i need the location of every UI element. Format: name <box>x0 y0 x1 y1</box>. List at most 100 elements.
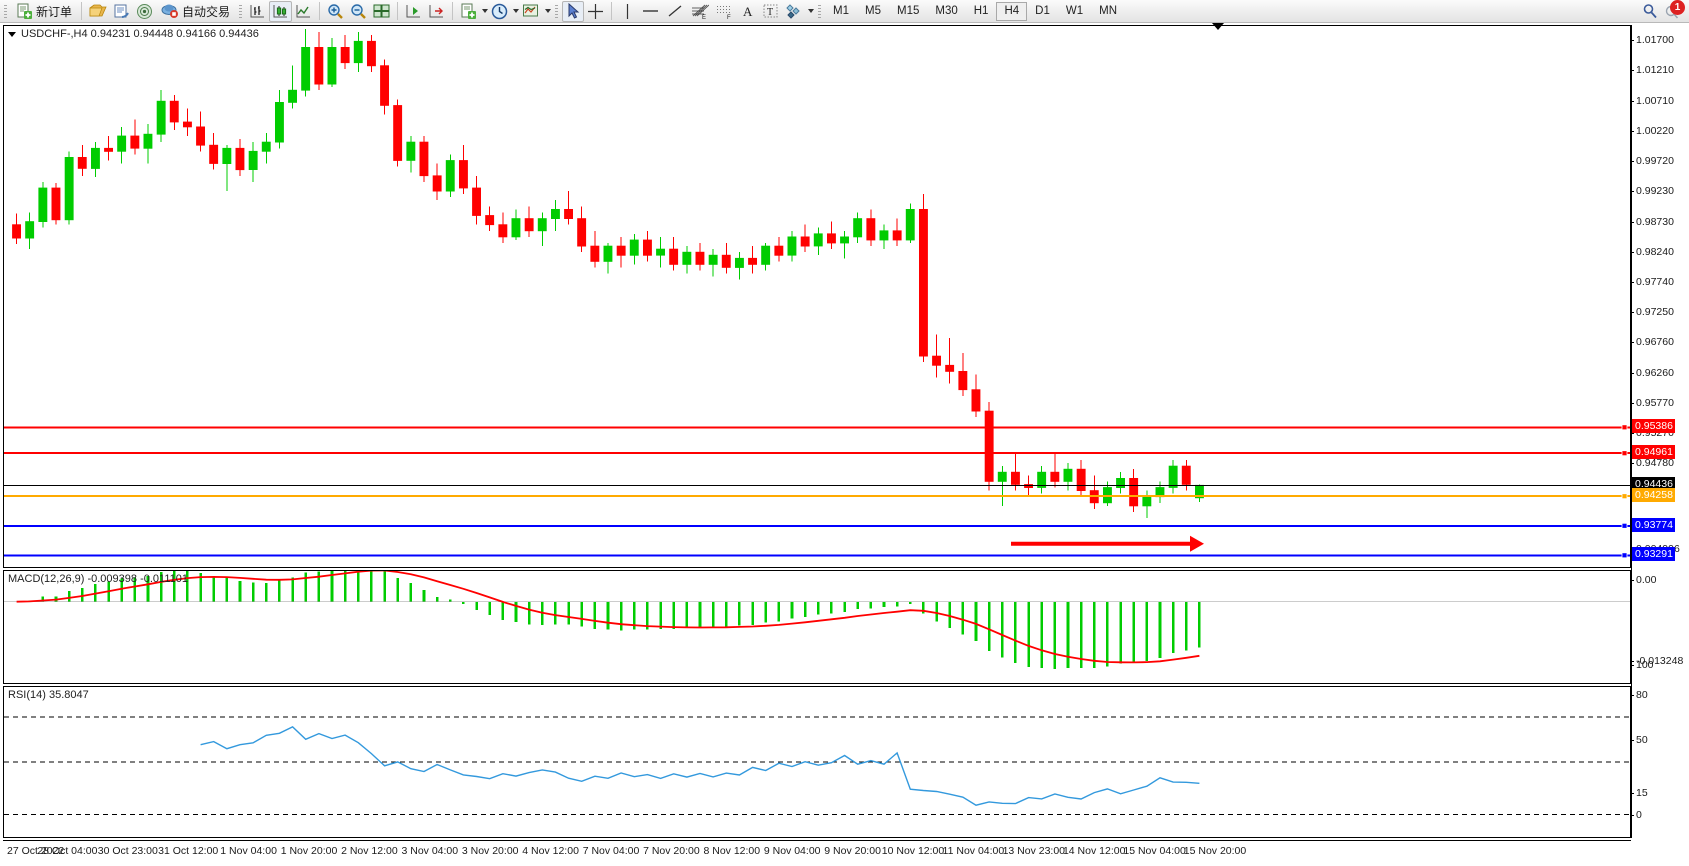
svg-text:E: E <box>702 15 706 20</box>
auto-trading-icon <box>161 4 179 18</box>
alerts-button[interactable]: 1 <box>1661 0 1685 22</box>
rsi-axis-tick: 80 <box>1631 689 1648 701</box>
time-axis-tick: 28 Oct 04:00 <box>37 845 98 857</box>
price-axis-tick: 0.94780 <box>1631 457 1674 470</box>
vertical-line-button[interactable] <box>616 1 638 22</box>
macd-label: MACD(12,26,9) -0.009398 -0.011101 <box>8 573 188 585</box>
objects-dropdown-caret[interactable] <box>808 9 815 13</box>
templates-icon <box>523 4 539 17</box>
templates-button[interactable] <box>519 1 543 22</box>
candlestick-chart-button[interactable] <box>269 0 293 22</box>
new-order-button[interactable]: 新订单 <box>11 1 77 22</box>
timeframe-m15[interactable]: M15 <box>897 5 920 17</box>
publish-button[interactable] <box>110 1 133 22</box>
stop-loss-line-tag[interactable]: 0.94961 <box>1632 445 1675 460</box>
horizontal-line-button[interactable] <box>638 1 663 22</box>
take-profit-line-2-tag[interactable]: 0.93291 <box>1632 547 1675 562</box>
templates-dropdown-caret[interactable] <box>545 9 552 13</box>
folder-icon <box>89 4 107 17</box>
auto-trading-button[interactable]: 自动交易 <box>156 1 235 22</box>
time-axis-tick: 31 Oct 12:00 <box>158 845 219 857</box>
price-axis-tick: 0.97740 <box>1631 276 1674 289</box>
toolbar-grip-4[interactable] <box>816 2 824 20</box>
symbol-header-text: USDCHF-,H4 0.94231 0.94448 0.94166 0.944… <box>21 28 259 40</box>
rsi-axis-tick: 50 <box>1631 734 1648 746</box>
crosshair-button[interactable] <box>584 1 607 22</box>
toolbar-grip-2[interactable] <box>237 2 245 20</box>
svg-text:F: F <box>727 15 731 20</box>
text-label-icon: A <box>743 4 753 19</box>
trendline-button[interactable] <box>663 1 687 22</box>
indicators-dropdown-caret[interactable] <box>482 9 489 13</box>
cursor-button[interactable] <box>562 0 585 22</box>
timeframe-m30[interactable]: M30 <box>935 5 958 17</box>
price-chart-pane[interactable]: USDCHF-,H4 0.94231 0.94448 0.94166 0.944… <box>3 25 1631 568</box>
entry-price-line-tag[interactable]: 0.94258 <box>1632 488 1675 503</box>
timeframe-h4[interactable]: H4 <box>996 1 1028 21</box>
objects-button[interactable] <box>782 1 806 22</box>
line-chart-icon <box>296 5 311 18</box>
timeframe-h1[interactable]: H1 <box>973 5 989 17</box>
text-box-button[interactable]: T <box>759 1 782 22</box>
macd-axis-tick: 0.00 <box>1630 573 1657 586</box>
folder-button[interactable] <box>86 1 110 22</box>
chart-area[interactable]: USDCHF-,H4 0.94231 0.94448 0.94166 0.944… <box>0 23 1689 866</box>
main-toolbar: 新订单 自动交易 <box>0 0 1689 23</box>
navigator-button[interactable] <box>133 1 156 22</box>
timeframe-mn[interactable]: MN <box>1099 5 1117 17</box>
time-axis-tick: 10 Nov 12:00 <box>881 845 945 857</box>
bid-price-line-tag[interactable]: 0.94436 <box>1632 477 1675 492</box>
equidistant-channel-icon: F <box>717 5 731 20</box>
time-axis-tick: 1 Nov 04:00 <box>220 845 277 857</box>
sell-limit-line-tag[interactable]: 0.95386 <box>1632 419 1675 434</box>
tile-windows-button[interactable] <box>370 1 393 22</box>
price-axis[interactable]: 1.01700 1.01210 1.00710 1.00220 0.99720 0.992… <box>1630 23 1689 866</box>
search-button[interactable] <box>1639 1 1661 22</box>
time-axis-tick: 14 Nov 12:00 <box>1062 845 1126 857</box>
zoom-out-button[interactable] <box>347 1 370 22</box>
price-axis-line <box>1631 25 1632 838</box>
take-profit-line-1-tag[interactable]: 0.93774 <box>1632 517 1675 532</box>
tile-windows-icon <box>373 4 390 18</box>
price-axis-tick: 0.96260 <box>1631 366 1674 379</box>
time-axis[interactable]: 27 Oct 2022 28 Oct 04:00 30 Oct 23:00 31 Oc… <box>3 840 1631 864</box>
toolbar-separator <box>397 2 399 20</box>
timeframe-w1[interactable]: W1 <box>1065 5 1084 17</box>
toolbar-separator <box>611 2 613 20</box>
rsi-plot <box>4 716 1630 815</box>
price-axis-tick: 1.00220 <box>1631 124 1674 137</box>
rsi-axis-tick: 100 <box>1631 659 1654 671</box>
time-axis-tick: 15 Nov 20:00 <box>1183 845 1247 857</box>
time-axis-tick: 4 Nov 12:00 <box>522 845 579 857</box>
text-label-button[interactable]: A <box>737 1 759 22</box>
line-chart-button[interactable] <box>292 1 315 22</box>
chart-shift-button[interactable] <box>425 1 448 22</box>
chart-menu-caret-icon[interactable] <box>8 31 16 37</box>
zoom-out-icon <box>351 3 366 19</box>
timeframe-m1[interactable]: M1 <box>833 5 850 17</box>
toolbar-separator <box>81 2 83 20</box>
scroll-end-button[interactable] <box>402 1 425 22</box>
svg-text:T: T <box>767 7 773 18</box>
toolbar-grip-1[interactable] <box>2 2 9 20</box>
scroll-end-icon <box>406 5 421 18</box>
symbol-header[interactable]: USDCHF-,H4 0.94231 0.94448 0.94166 0.944… <box>8 28 259 40</box>
cursor-icon <box>568 3 579 19</box>
indicators-button[interactable] <box>457 1 480 22</box>
period-dropdown-caret[interactable] <box>513 9 520 13</box>
rsi-pane[interactable]: RSI(14) 35.8047 <box>3 686 1631 838</box>
timeframe-d1[interactable]: D1 <box>1035 5 1050 17</box>
macd-pane[interactable]: MACD(12,26,9) -0.009398 -0.011101 <box>3 570 1631 684</box>
horizontal-line-icon <box>643 10 659 12</box>
toolbar-separator <box>319 2 321 20</box>
period-icon <box>491 3 508 19</box>
timeframe-m5[interactable]: M5 <box>865 5 881 17</box>
period-button[interactable] <box>488 1 511 22</box>
equidistant-channel-button[interactable]: F <box>712 1 737 22</box>
bar-chart-button[interactable] <box>246 1 269 22</box>
chart-shift-icon <box>429 5 444 18</box>
toolbar-grip-3[interactable] <box>553 2 561 20</box>
fibonacci-button[interactable]: E <box>687 1 712 22</box>
time-axis-tick: 3 Nov 04:00 <box>401 845 459 857</box>
zoom-in-button[interactable] <box>324 1 347 22</box>
